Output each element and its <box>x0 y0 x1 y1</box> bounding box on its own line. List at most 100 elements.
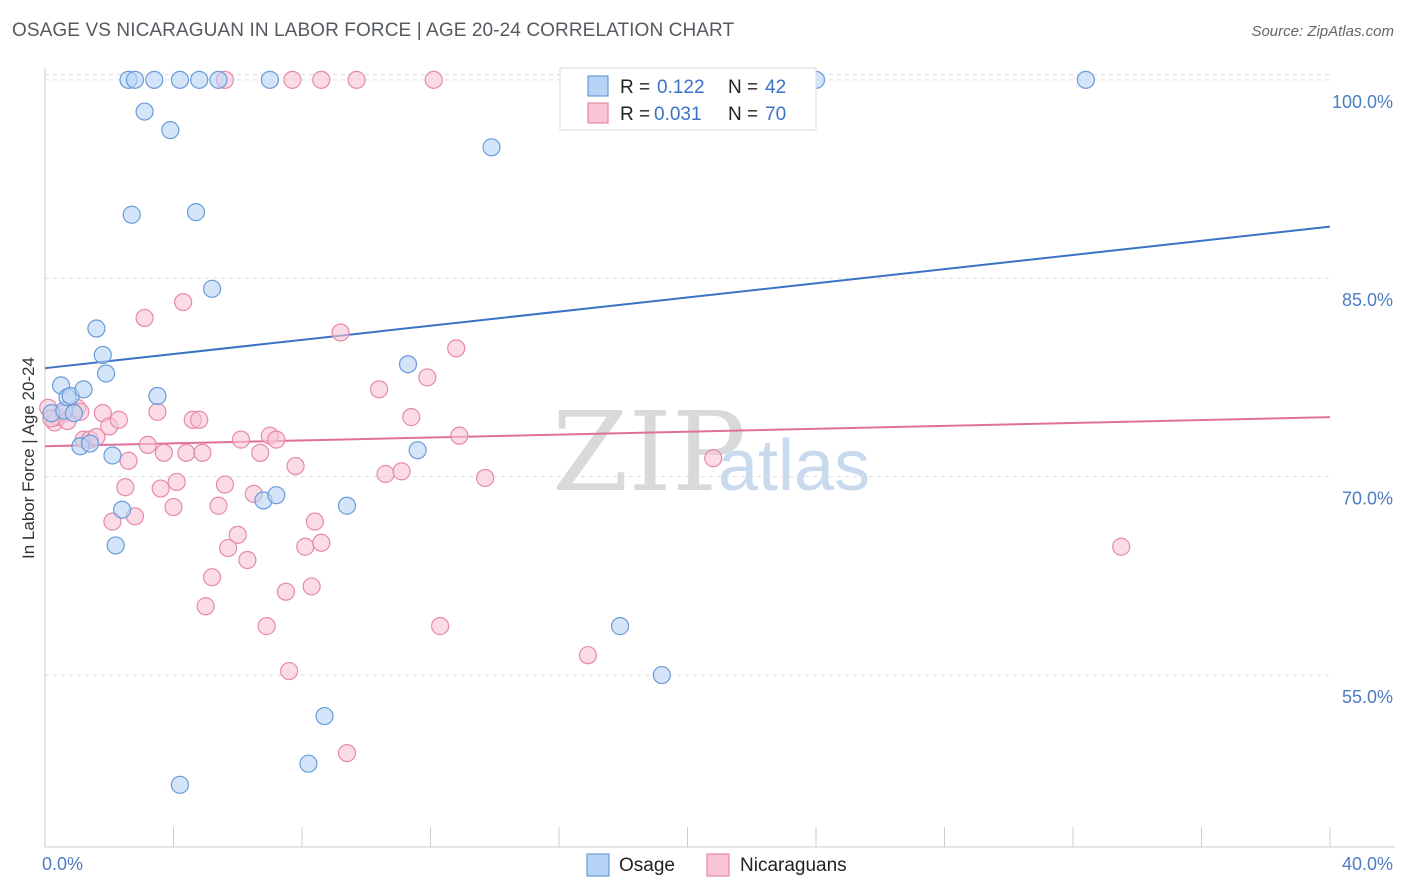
axes <box>44 68 1395 848</box>
y-tick-label: 70.0% <box>1342 489 1393 509</box>
point-nicaraguans <box>1112 537 1131 556</box>
point-nicaraguans <box>450 426 469 445</box>
point-nicaraguans <box>431 617 450 636</box>
point-nicaraguans <box>312 533 331 552</box>
point-nicaraguans <box>251 443 270 462</box>
point-nicaraguans <box>347 70 366 89</box>
point-osage <box>482 138 501 157</box>
point-nicaraguans <box>392 462 411 481</box>
point-osage <box>610 617 630 636</box>
chart-title: OSAGE VS NICARAGUAN IN LABOR FORCE | AGE… <box>12 20 735 41</box>
point-nicaraguans <box>164 497 183 517</box>
point-nicaraguans <box>154 443 173 462</box>
point-osage <box>190 70 209 89</box>
point-osage <box>260 70 279 89</box>
point-osage <box>93 345 112 365</box>
legend-n-label-osage: N = <box>728 77 758 98</box>
trend-lines <box>44 225 1331 448</box>
point-nicaraguans <box>286 456 305 476</box>
point-nicaraguans <box>337 743 357 763</box>
point-nicaraguans <box>138 435 157 455</box>
y-axis-label: In Labor Force | Age 20-24 <box>19 357 38 559</box>
point-nicaraguans <box>370 380 389 399</box>
legend-n-value-nicaraguans: 70 <box>765 104 786 125</box>
y-tick-label: 85.0% <box>1342 290 1393 310</box>
point-osage <box>125 70 145 89</box>
source-label: Source: ZipAtlas.com <box>1251 23 1394 40</box>
point-nicaraguans <box>228 525 247 544</box>
point-osage <box>170 70 190 89</box>
point-nicaraguans <box>219 538 238 558</box>
point-osage <box>337 496 357 515</box>
y-tick-label: 55.0% <box>1342 687 1393 707</box>
trend-line-osage <box>44 225 1331 370</box>
point-nicaraguans <box>447 339 466 358</box>
bottom-legend-label-osage: Osage <box>619 855 675 876</box>
point-nicaraguans <box>331 323 350 342</box>
series-legend: Osage Nicaraguans <box>586 853 847 877</box>
point-osage <box>145 70 164 89</box>
bottom-legend-label-nicaraguans: Nicaraguans <box>740 855 847 876</box>
legend-n-label-nicaraguans: N = <box>728 104 758 125</box>
point-nicaraguans <box>280 661 299 681</box>
point-nicaraguans <box>167 472 186 492</box>
point-nicaraguans <box>209 496 228 515</box>
point-osage <box>186 203 206 222</box>
stats-legend: R = 0.122 N = 42 R = 0.031 N = 70 <box>559 67 817 131</box>
point-osage <box>96 364 116 383</box>
watermark-atlas: atlas <box>718 426 870 506</box>
point-nicaraguans <box>215 475 234 494</box>
point-nicaraguans <box>283 70 302 89</box>
point-osage <box>74 380 93 399</box>
point-nicaraguans <box>116 478 135 497</box>
point-osage <box>135 102 154 121</box>
point-nicaraguans <box>276 582 296 601</box>
point-osage <box>103 446 122 465</box>
point-osage <box>112 500 132 519</box>
legend-r-label-osage: R = <box>620 77 650 98</box>
legend-swatch-osage <box>587 75 609 97</box>
point-osage <box>106 536 125 555</box>
point-osage <box>408 441 427 460</box>
point-nicaraguans <box>257 617 276 636</box>
point-osage <box>64 404 84 423</box>
legend-r-label-nicaraguans: R = <box>620 104 650 125</box>
legend-r-value-nicaraguans: 0.031 <box>654 104 702 125</box>
point-nicaraguans <box>109 410 128 429</box>
point-nicaraguans <box>267 430 286 449</box>
point-osage <box>267 486 286 505</box>
point-nicaraguans <box>418 368 437 387</box>
bottom-legend-swatch-nicaraguans <box>706 853 730 877</box>
x-tick-label-min: 0.0% <box>42 854 83 874</box>
point-nicaraguans <box>704 449 723 468</box>
point-nicaraguans <box>305 512 324 531</box>
point-nicaraguans <box>376 464 395 484</box>
point-nicaraguans <box>151 479 170 498</box>
bottom-legend-swatch-osage <box>586 853 610 877</box>
point-nicaraguans <box>312 70 331 89</box>
point-osage <box>122 205 141 224</box>
trend-line-nicaraguans <box>44 416 1331 448</box>
point-osage <box>170 775 190 794</box>
point-osage <box>87 319 106 338</box>
point-nicaraguans <box>578 646 598 665</box>
point-osage <box>161 121 180 140</box>
legend-n-value-osage: 42 <box>765 77 786 98</box>
point-nicaraguans <box>238 550 257 570</box>
point-nicaraguans <box>196 597 215 616</box>
legend-r-value-osage: 0.122 <box>657 77 705 98</box>
point-osage <box>299 754 318 773</box>
point-osage <box>148 386 167 406</box>
point-nicaraguans <box>402 408 421 427</box>
y-tick-label: 100.0% <box>1332 92 1393 112</box>
point-nicaraguans <box>135 308 154 328</box>
point-osage <box>1076 70 1095 89</box>
x-tick-label-max: 40.0% <box>1342 854 1393 874</box>
point-osage <box>652 665 671 685</box>
point-osage <box>202 279 222 298</box>
point-nicaraguans <box>190 410 209 429</box>
point-nicaraguans <box>119 451 138 470</box>
point-nicaraguans <box>103 512 122 531</box>
point-nicaraguans <box>148 402 167 421</box>
